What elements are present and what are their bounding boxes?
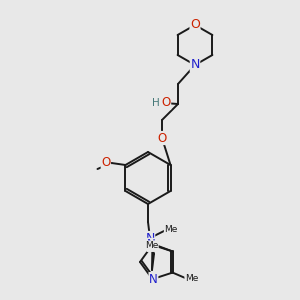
Text: Me: Me — [145, 241, 158, 250]
Text: N: N — [145, 232, 155, 244]
Text: O: O — [158, 131, 166, 145]
Text: Me: Me — [185, 274, 198, 283]
Text: N: N — [190, 58, 200, 71]
Text: O: O — [161, 97, 171, 110]
Text: N: N — [149, 273, 158, 286]
Text: O: O — [101, 157, 110, 169]
Text: O: O — [190, 19, 200, 32]
Text: N: N — [147, 238, 156, 251]
Text: Me: Me — [164, 224, 178, 233]
Text: H: H — [152, 98, 160, 108]
